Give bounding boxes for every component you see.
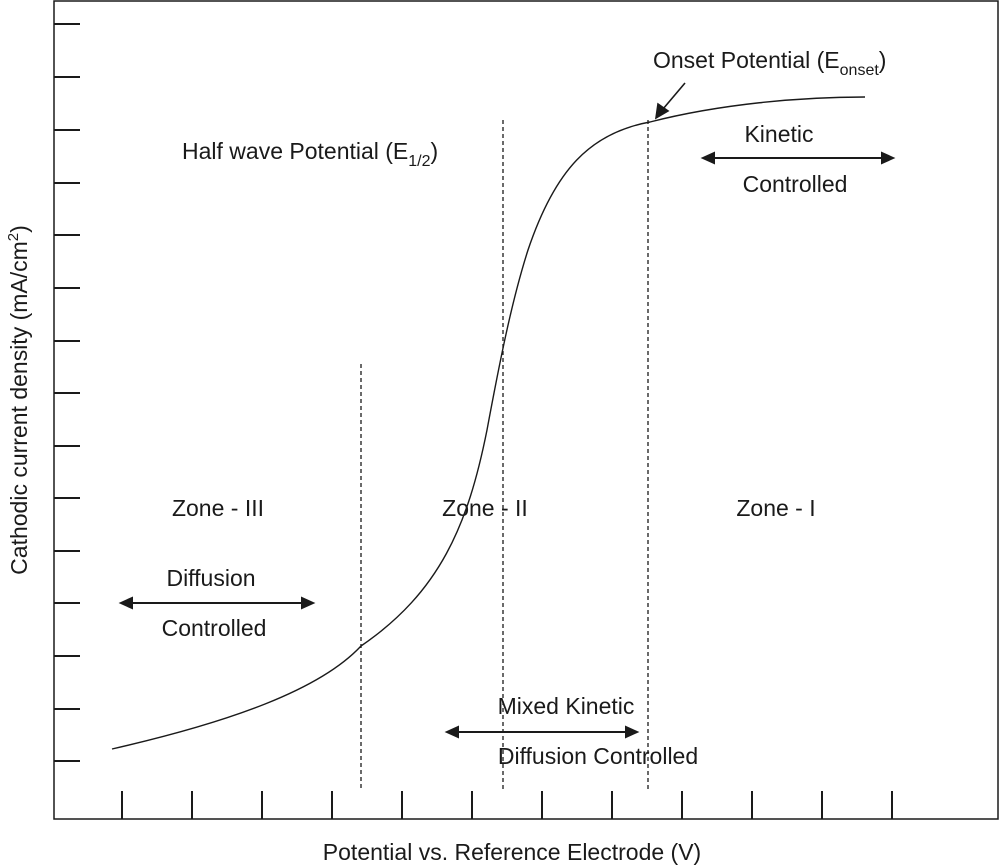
x-axis-ticks <box>121 791 893 819</box>
diffusion-arrow <box>118 596 316 610</box>
kinetic-label-line1: Kinetic <box>744 121 813 147</box>
diffusion-label-line1: Diffusion <box>166 565 255 591</box>
onset-label: Onset Potential (Eonset) <box>653 47 886 79</box>
plot-frame <box>53 0 999 820</box>
y-axis-superscript: 2 <box>5 233 22 241</box>
mixed-label-line2: Diffusion Controlled <box>498 743 698 769</box>
y-axis-ticks <box>54 23 80 762</box>
y-axis-label: Cathodic current density (mA/cm2) <box>5 225 32 575</box>
onset-subscript: onset <box>840 62 880 79</box>
kinetic-label-line2: Controlled <box>743 171 848 197</box>
polarization-curve <box>111 96 866 750</box>
mixed-arrow <box>444 725 640 739</box>
onset-pointer-arrow <box>654 82 686 120</box>
x-axis-label: Potential vs. Reference Electrode (V) <box>323 839 701 865</box>
zone-ii-label: Zone - II <box>442 495 528 521</box>
zone-iii-label: Zone - III <box>172 495 264 521</box>
mixed-label-line1: Mixed Kinetic <box>498 693 635 719</box>
zone-i-label: Zone - I <box>736 495 815 521</box>
half-wave-label: Half wave Potential (E1/2) <box>182 138 438 170</box>
zone-boundaries <box>360 120 649 792</box>
kinetic-arrow <box>700 151 896 165</box>
diffusion-label-line2: Controlled <box>162 615 267 641</box>
half-wave-subscript: 1/2 <box>408 153 430 170</box>
